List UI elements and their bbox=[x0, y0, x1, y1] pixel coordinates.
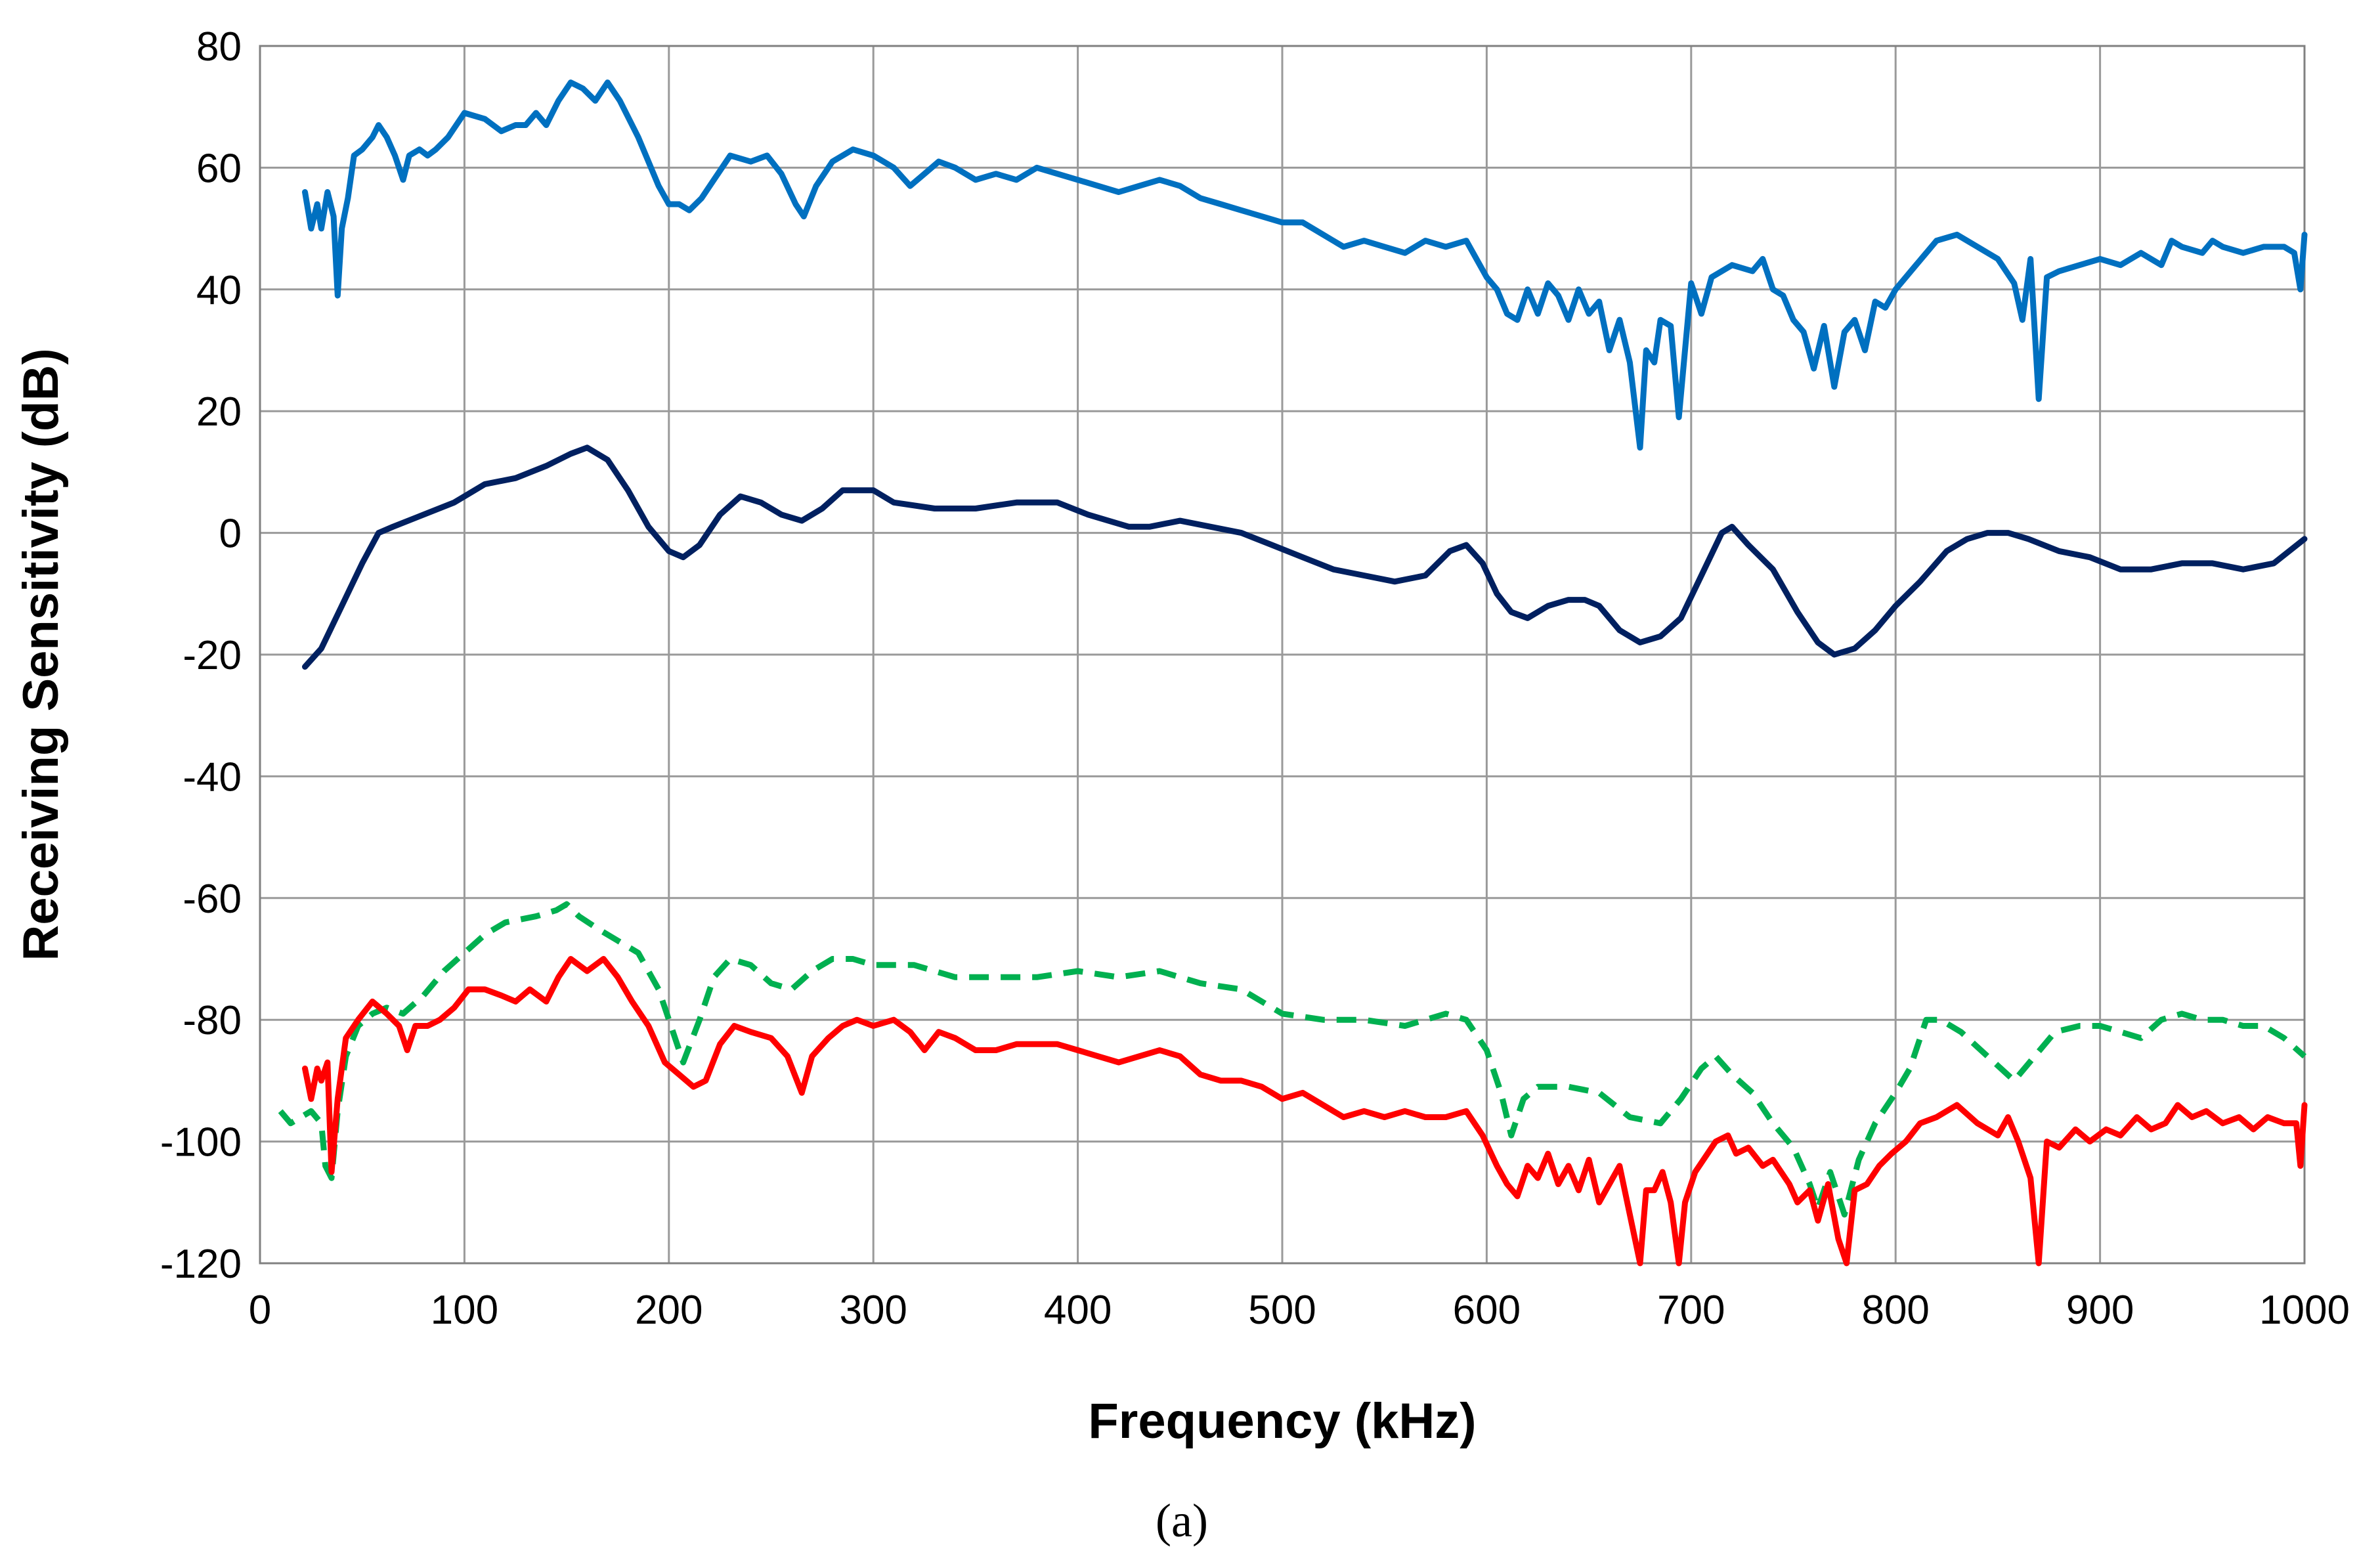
y-tick-label: 80 bbox=[196, 24, 242, 70]
x-axis-title: Frequency (kHz) bbox=[1088, 1393, 1476, 1449]
y-tick-label: -20 bbox=[183, 633, 242, 678]
x-tick-label: 900 bbox=[2066, 1288, 2134, 1333]
series-line-2 bbox=[302, 445, 2308, 670]
plot-area-frame bbox=[259, 45, 2306, 1265]
x-tick-label: 100 bbox=[431, 1288, 498, 1333]
x-tick-label: 0 bbox=[249, 1288, 271, 1333]
y-tick-label: -120 bbox=[160, 1242, 242, 1287]
y-tick-label: -40 bbox=[183, 754, 242, 800]
x-tick-label: 200 bbox=[635, 1288, 703, 1333]
y-tick-label: -80 bbox=[183, 998, 242, 1043]
y-tick-label: 40 bbox=[196, 268, 242, 313]
x-tick-label: 800 bbox=[1861, 1288, 1929, 1333]
series-line-4 bbox=[302, 956, 2308, 1267]
series-line-1 bbox=[302, 79, 2308, 451]
series-line-3 bbox=[278, 901, 2306, 1218]
x-tick-label: 600 bbox=[1453, 1288, 1521, 1333]
x-tick-label: 400 bbox=[1044, 1288, 1112, 1333]
y-tick-label: 20 bbox=[196, 389, 242, 435]
x-tick-label: 1000 bbox=[2259, 1288, 2350, 1333]
x-tick-label: 300 bbox=[839, 1288, 907, 1333]
tick-labels: 0 100 200 300 400 500 600 700 800 900 100080604020… bbox=[160, 24, 2350, 1333]
x-tick-label: 700 bbox=[1657, 1288, 1725, 1333]
y-tick-label: -100 bbox=[160, 1120, 242, 1165]
x-tick-label: 500 bbox=[1248, 1288, 1316, 1333]
y-tick-label: -60 bbox=[183, 877, 242, 922]
y-tick-label: 0 bbox=[219, 511, 242, 557]
y-tick-label: 60 bbox=[196, 146, 242, 191]
series-group bbox=[278, 79, 2308, 1267]
y-axis-title: Receiving Sensitivity (dB) bbox=[13, 348, 69, 961]
figure-caption: (a) bbox=[1156, 1494, 1208, 1547]
